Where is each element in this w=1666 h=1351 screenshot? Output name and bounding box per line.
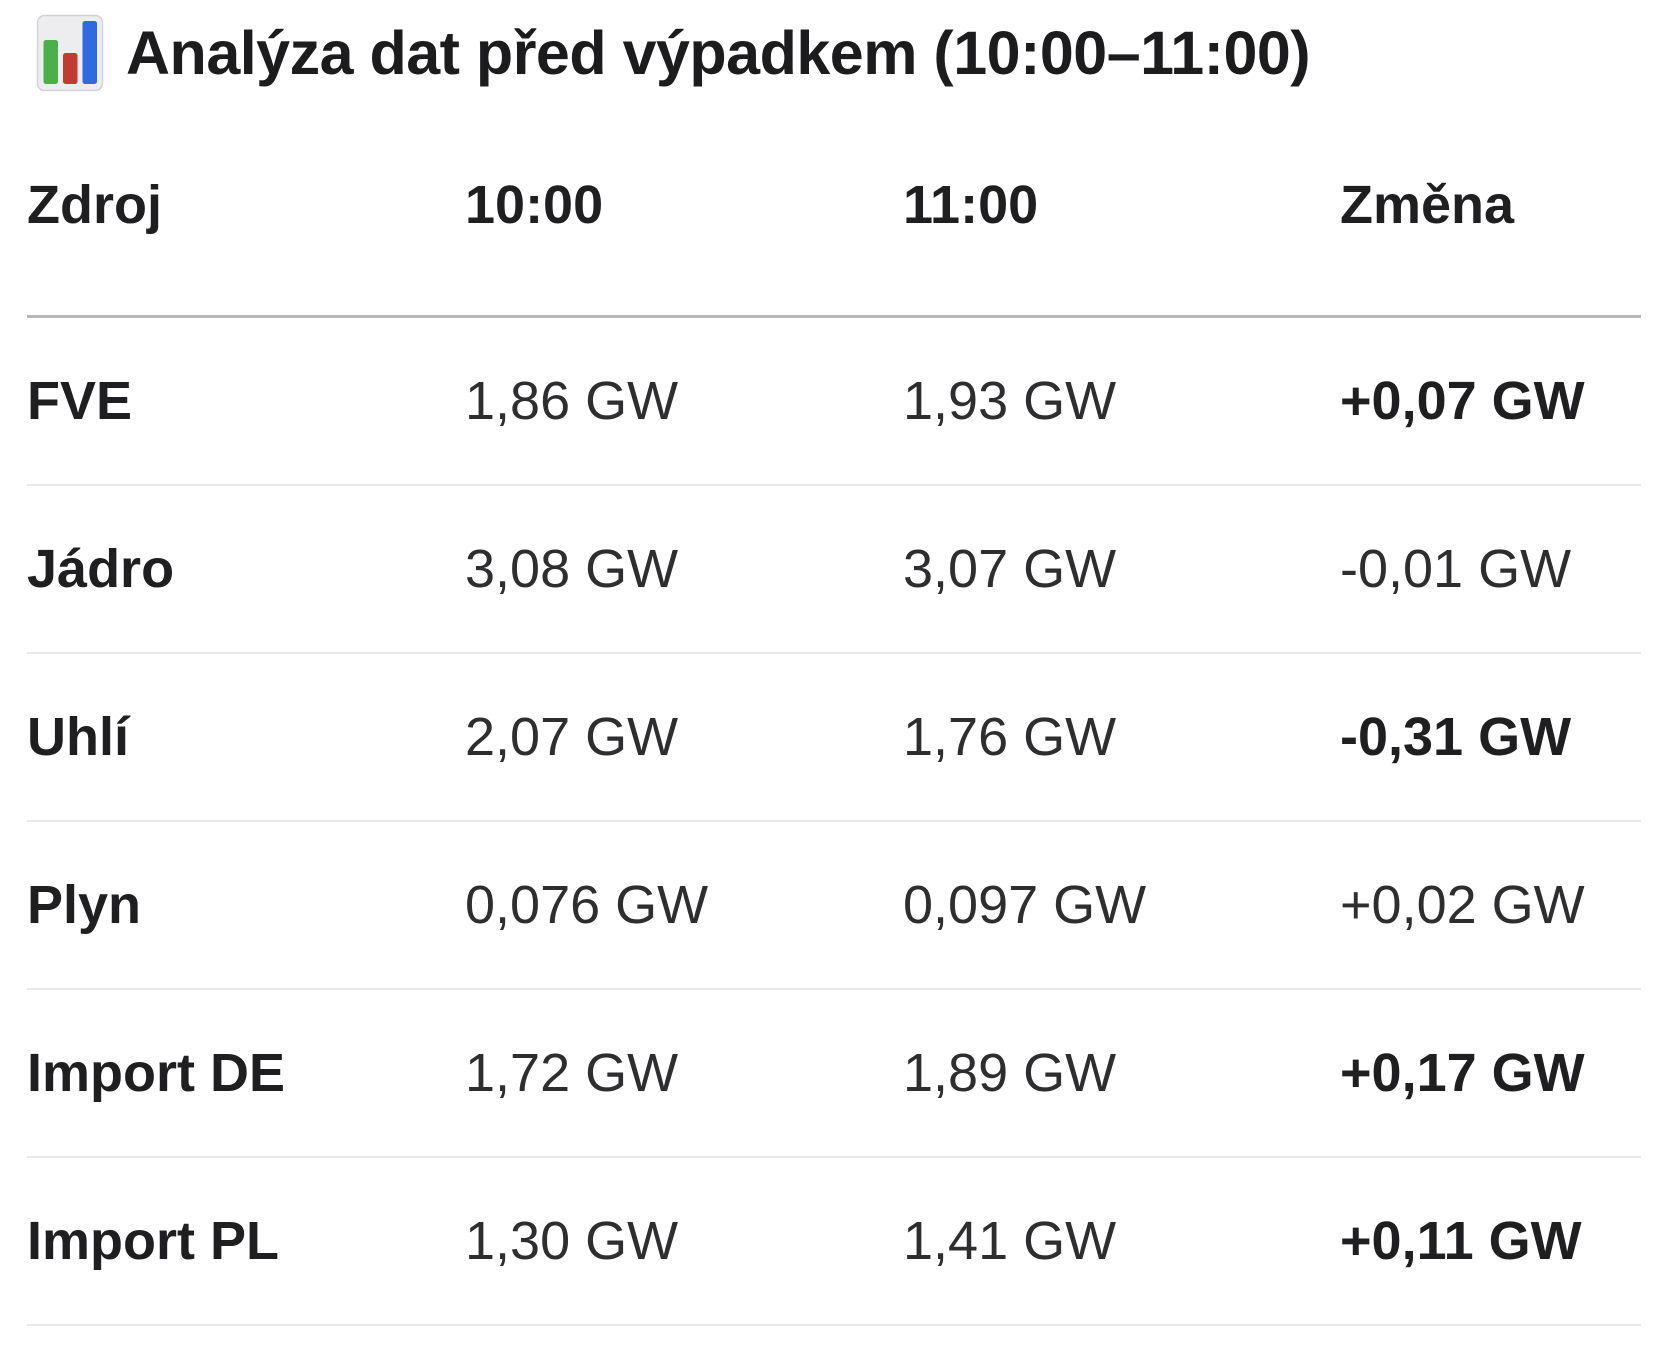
table-row: Import PL 1,30 GW 1,41 GW +0,11 GW (27, 1158, 1641, 1326)
table-row: Plyn 0,076 GW 0,097 GW +0,02 GW (27, 822, 1641, 990)
cell-11-00: 3,07 GW (903, 539, 1117, 599)
bar-chart-icon (36, 14, 104, 92)
cell-11-00: 1,41 GW (903, 1211, 1117, 1271)
cell-10-00: 0,076 GW (465, 875, 709, 935)
table-row: FVE 1,86 GW 1,93 GW +0,07 GW (27, 318, 1641, 486)
cell-source: Import PL (27, 1211, 279, 1271)
column-header-source: Zdroj (27, 174, 162, 235)
cell-10-00: 1,86 GW (465, 371, 679, 431)
cell-source: Uhlí (27, 707, 129, 767)
table-header-row: Zdroj 10:00 11:00 Změna (27, 94, 1641, 318)
table-row: Jádro 3,08 GW 3,07 GW -0,01 GW (27, 486, 1641, 654)
cell-11-00: 0,097 GW (903, 875, 1147, 935)
cell-10-00: 2,07 GW (465, 707, 679, 767)
table-row: Import DE 1,72 GW 1,89 GW +0,17 GW (27, 990, 1641, 1158)
cell-11-00: 1,93 GW (903, 371, 1117, 431)
cell-change: +0,17 GW (1340, 1043, 1585, 1103)
cell-10-00: 1,30 GW (465, 1211, 679, 1271)
column-header-11-00: 11:00 (903, 174, 1039, 235)
table-row: Uhlí 2,07 GW 1,76 GW -0,31 GW (27, 654, 1641, 822)
cell-source: FVE (27, 371, 133, 431)
title-row: Analýza dat před výpadkem (10:00–11:00) (0, 0, 1666, 94)
cell-change: +0,02 GW (1340, 875, 1585, 935)
cell-change: -0,01 GW (1340, 539, 1572, 599)
page-title: Analýza dat před výpadkem (10:00–11:00) (126, 19, 1311, 87)
cell-source: Jádro (27, 539, 175, 599)
cell-source: Plyn (27, 875, 142, 935)
column-header-change: Změna (1340, 174, 1515, 235)
cell-11-00: 1,76 GW (903, 707, 1117, 767)
cell-10-00: 3,08 GW (465, 539, 679, 599)
cell-10-00: 1,72 GW (465, 1043, 679, 1103)
cell-11-00: 1,89 GW (903, 1043, 1117, 1103)
cell-source: Import DE (27, 1043, 286, 1103)
outage-analysis-table: Zdroj 10:00 11:00 Změna FVE 1,86 GW 1,93… (27, 94, 1641, 1326)
cell-change: +0,07 GW (1340, 371, 1585, 431)
column-header-10-00: 10:00 (465, 174, 604, 235)
cell-change: -0,31 GW (1340, 707, 1572, 767)
cell-change: +0,11 GW (1340, 1211, 1582, 1271)
